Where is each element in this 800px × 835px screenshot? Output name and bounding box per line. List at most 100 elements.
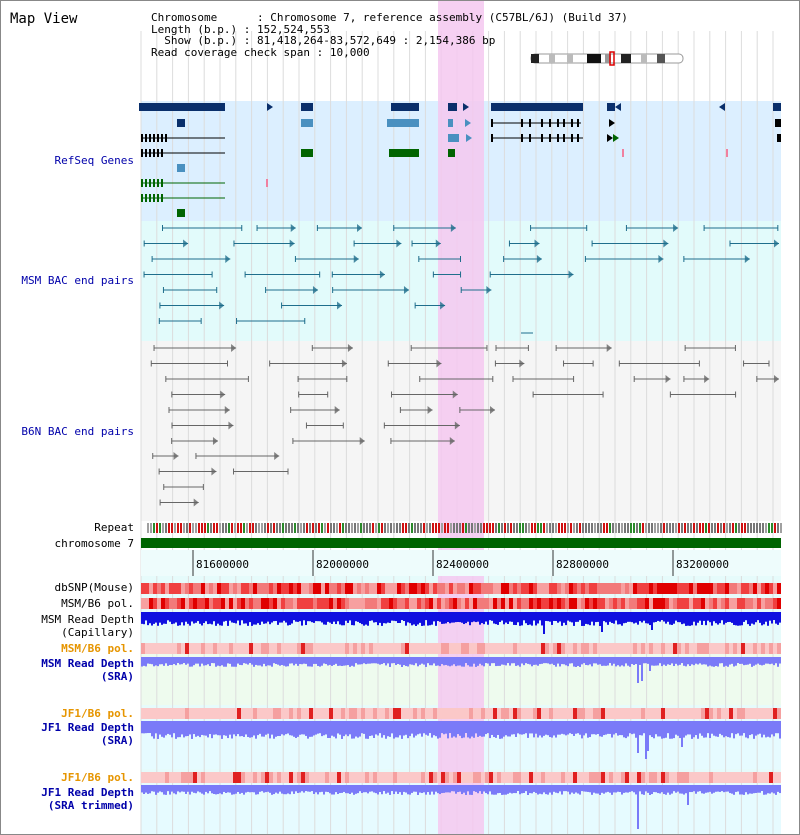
snp-density-cell	[513, 643, 517, 654]
read-depth-bar	[647, 785, 649, 793]
read-depth-bar	[453, 657, 455, 665]
refseq-exon	[571, 119, 573, 127]
read-depth-bar	[331, 721, 333, 736]
snp-density-cell	[481, 643, 485, 654]
read-depth-bar	[679, 721, 681, 739]
read-depth-bar	[571, 721, 573, 735]
read-depth-bar	[737, 657, 739, 664]
snp-density-cell	[229, 598, 233, 609]
snp-density-cell	[745, 583, 749, 594]
snp-density-cell	[205, 772, 209, 783]
read-depth-bar	[599, 657, 601, 665]
bac-end-marker	[490, 406, 496, 414]
snp-density-cell	[293, 583, 297, 594]
snp-density-cell	[297, 708, 301, 719]
read-depth-bar	[321, 657, 323, 666]
read-depth-bar	[403, 721, 405, 736]
read-depth-bar	[555, 657, 557, 667]
read-depth-bar	[351, 785, 353, 793]
track-label-repeat: Repeat	[94, 521, 134, 534]
read-depth-bar	[377, 785, 379, 795]
read-depth-bar	[153, 657, 155, 667]
read-depth-bar	[569, 785, 571, 795]
read-depth-bar	[185, 657, 187, 665]
snp-density-cell	[265, 643, 269, 654]
read-depth-bar	[211, 785, 213, 794]
read-depth-bar	[299, 657, 301, 665]
track-label-jf1-depth-sra: JF1 Read Depth (SRA)	[41, 721, 134, 747]
repeat-element	[696, 523, 698, 533]
read-depth-bar	[721, 657, 723, 664]
snp-density-cell	[349, 583, 353, 594]
read-depth-bar	[531, 612, 533, 626]
read-depth-bar	[435, 785, 437, 792]
snp-density-cell	[325, 643, 329, 654]
snp-density-cell	[301, 583, 305, 594]
snp-density-cell	[661, 643, 665, 654]
read-depth-bar	[463, 785, 465, 793]
snp-density-cell	[425, 598, 429, 609]
read-depth-bar	[327, 612, 329, 622]
read-depth-bar	[639, 721, 641, 736]
ideogram-band	[567, 54, 573, 63]
snp-density-cell	[301, 772, 305, 783]
read-depth-bar	[315, 785, 317, 793]
snp-density-cell	[313, 598, 317, 609]
read-depth-bar	[657, 721, 659, 737]
repeat-element	[426, 523, 428, 533]
read-depth-bar	[265, 785, 267, 793]
snp-density-cell	[741, 772, 745, 783]
read-depth-bar	[251, 657, 253, 665]
read-depth-bar	[287, 612, 289, 626]
snp-density-cell	[469, 583, 473, 594]
read-depth-bar	[255, 612, 257, 625]
read-depth-bar	[303, 785, 305, 793]
read-depth-bar	[697, 612, 699, 623]
repeat-element	[243, 523, 245, 533]
repeat-element	[276, 523, 278, 533]
read-depth-bar	[595, 721, 597, 735]
read-depth-bar	[457, 785, 459, 793]
read-depth-bar	[299, 612, 301, 622]
read-depth-bar	[533, 657, 535, 665]
snp-density-cell	[425, 643, 429, 654]
snp-density-cell	[689, 598, 693, 609]
read-depth-bar	[269, 657, 271, 666]
bac-end-marker	[334, 406, 340, 414]
read-depth-bar	[303, 721, 305, 735]
read-depth-bar	[629, 657, 631, 667]
read-depth-bar	[211, 657, 213, 664]
read-depth-bar	[263, 721, 265, 737]
read-depth-bar	[597, 785, 599, 794]
read-depth-bar	[169, 785, 171, 795]
snp-density-cell	[561, 772, 565, 783]
read-depth-bar	[435, 657, 437, 666]
read-depth-bar	[715, 657, 717, 666]
read-depth-bar	[463, 657, 465, 667]
read-depth-bar	[361, 612, 363, 625]
repeat-element	[345, 523, 347, 533]
snp-density-cell	[557, 598, 561, 609]
read-depth-bar	[471, 612, 473, 623]
read-depth-bar	[199, 657, 201, 667]
snp-density-cell	[193, 598, 197, 609]
read-depth-bar	[573, 721, 575, 736]
snp-density-cell	[157, 643, 161, 654]
read-depth-bar	[357, 785, 359, 794]
read-depth-bar	[265, 657, 267, 667]
read-depth-bar	[669, 612, 671, 625]
snp-density-cell	[373, 583, 377, 594]
refseq-exon	[577, 119, 579, 127]
read-depth-bar	[369, 785, 371, 792]
snp-density-cell	[225, 643, 229, 654]
read-depth-bar	[701, 657, 703, 665]
repeat-element	[261, 523, 263, 533]
snp-density-cell	[657, 708, 661, 719]
snp-density-cell	[769, 708, 773, 719]
repeat-element	[516, 523, 518, 533]
read-depth-bar	[735, 612, 737, 626]
snp-density-cell	[457, 708, 461, 719]
read-depth-bar	[479, 657, 481, 664]
read-depth-bar	[207, 785, 209, 794]
